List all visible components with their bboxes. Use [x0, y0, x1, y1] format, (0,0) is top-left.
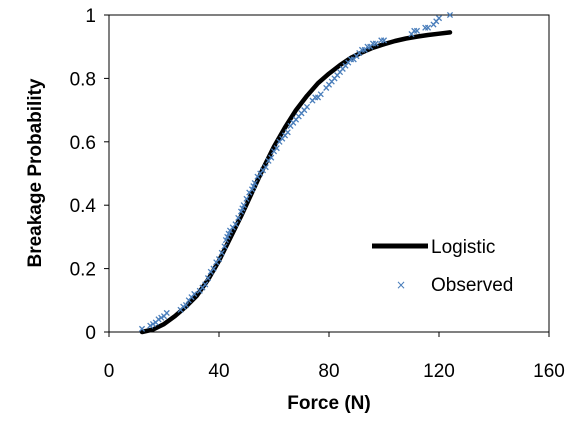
observed-point	[248, 186, 256, 193]
observed-point	[424, 24, 432, 31]
observed-point	[446, 11, 454, 19]
legend-observed-label: Observed	[431, 275, 513, 296]
observed-point	[262, 164, 269, 171]
legend-observed-swatch: ×	[396, 278, 406, 292]
x-tick-label: 40	[208, 361, 229, 382]
observed-point	[210, 265, 217, 272]
legend: Logistic × Observed	[372, 237, 513, 296]
y-axis: 0 0.2 0.4 0.6 0.8 1	[70, 6, 109, 344]
series-layer	[138, 11, 454, 335]
legend-logistic-label: Logistic	[431, 237, 495, 258]
y-tick-label: 0.2	[70, 260, 96, 281]
observed-point	[268, 154, 275, 161]
observed-point	[138, 325, 146, 332]
observed-point	[240, 202, 247, 209]
x-tick-label: 80	[318, 361, 339, 382]
observed-point	[235, 214, 242, 221]
observed-point	[435, 15, 443, 22]
observed-point	[232, 221, 239, 228]
observed-point	[182, 301, 190, 309]
observed-point	[317, 91, 324, 98]
observed-point	[224, 233, 231, 240]
y-tick-label: 0.8	[70, 69, 96, 90]
observed-point	[221, 243, 228, 250]
observed-point	[215, 256, 223, 263]
observed-point	[250, 183, 257, 190]
observed-point	[218, 249, 225, 256]
observed-point	[243, 195, 250, 202]
y-tick-label: 0	[85, 323, 96, 344]
observed-point	[284, 129, 291, 136]
observed-point	[239, 205, 246, 212]
x-axis-title: Force (N)	[287, 393, 370, 414]
observed-point	[413, 27, 421, 34]
observed-point	[251, 179, 258, 187]
observed-point	[273, 145, 280, 152]
x-tick-label: 120	[423, 361, 455, 382]
y-axis-title: Breakage Probability	[25, 78, 46, 267]
x-tick-label: 160	[533, 361, 565, 382]
x-tick-label: 0	[104, 361, 115, 382]
observed-point	[204, 275, 212, 282]
observed-point	[163, 309, 170, 317]
y-tick-label: 1	[85, 6, 96, 27]
y-tick-label: 0.4	[70, 196, 97, 217]
observed-point	[225, 230, 232, 237]
y-tick-label: 0.6	[70, 133, 96, 154]
observed-point	[202, 281, 209, 288]
observed-point	[303, 103, 311, 110]
observed-point	[222, 237, 229, 244]
observed-point	[372, 40, 379, 47]
observed-point	[191, 290, 198, 298]
observed-point	[237, 208, 245, 215]
observed-point	[380, 37, 388, 44]
x-axis: 0 40 80 120 160	[104, 332, 565, 382]
